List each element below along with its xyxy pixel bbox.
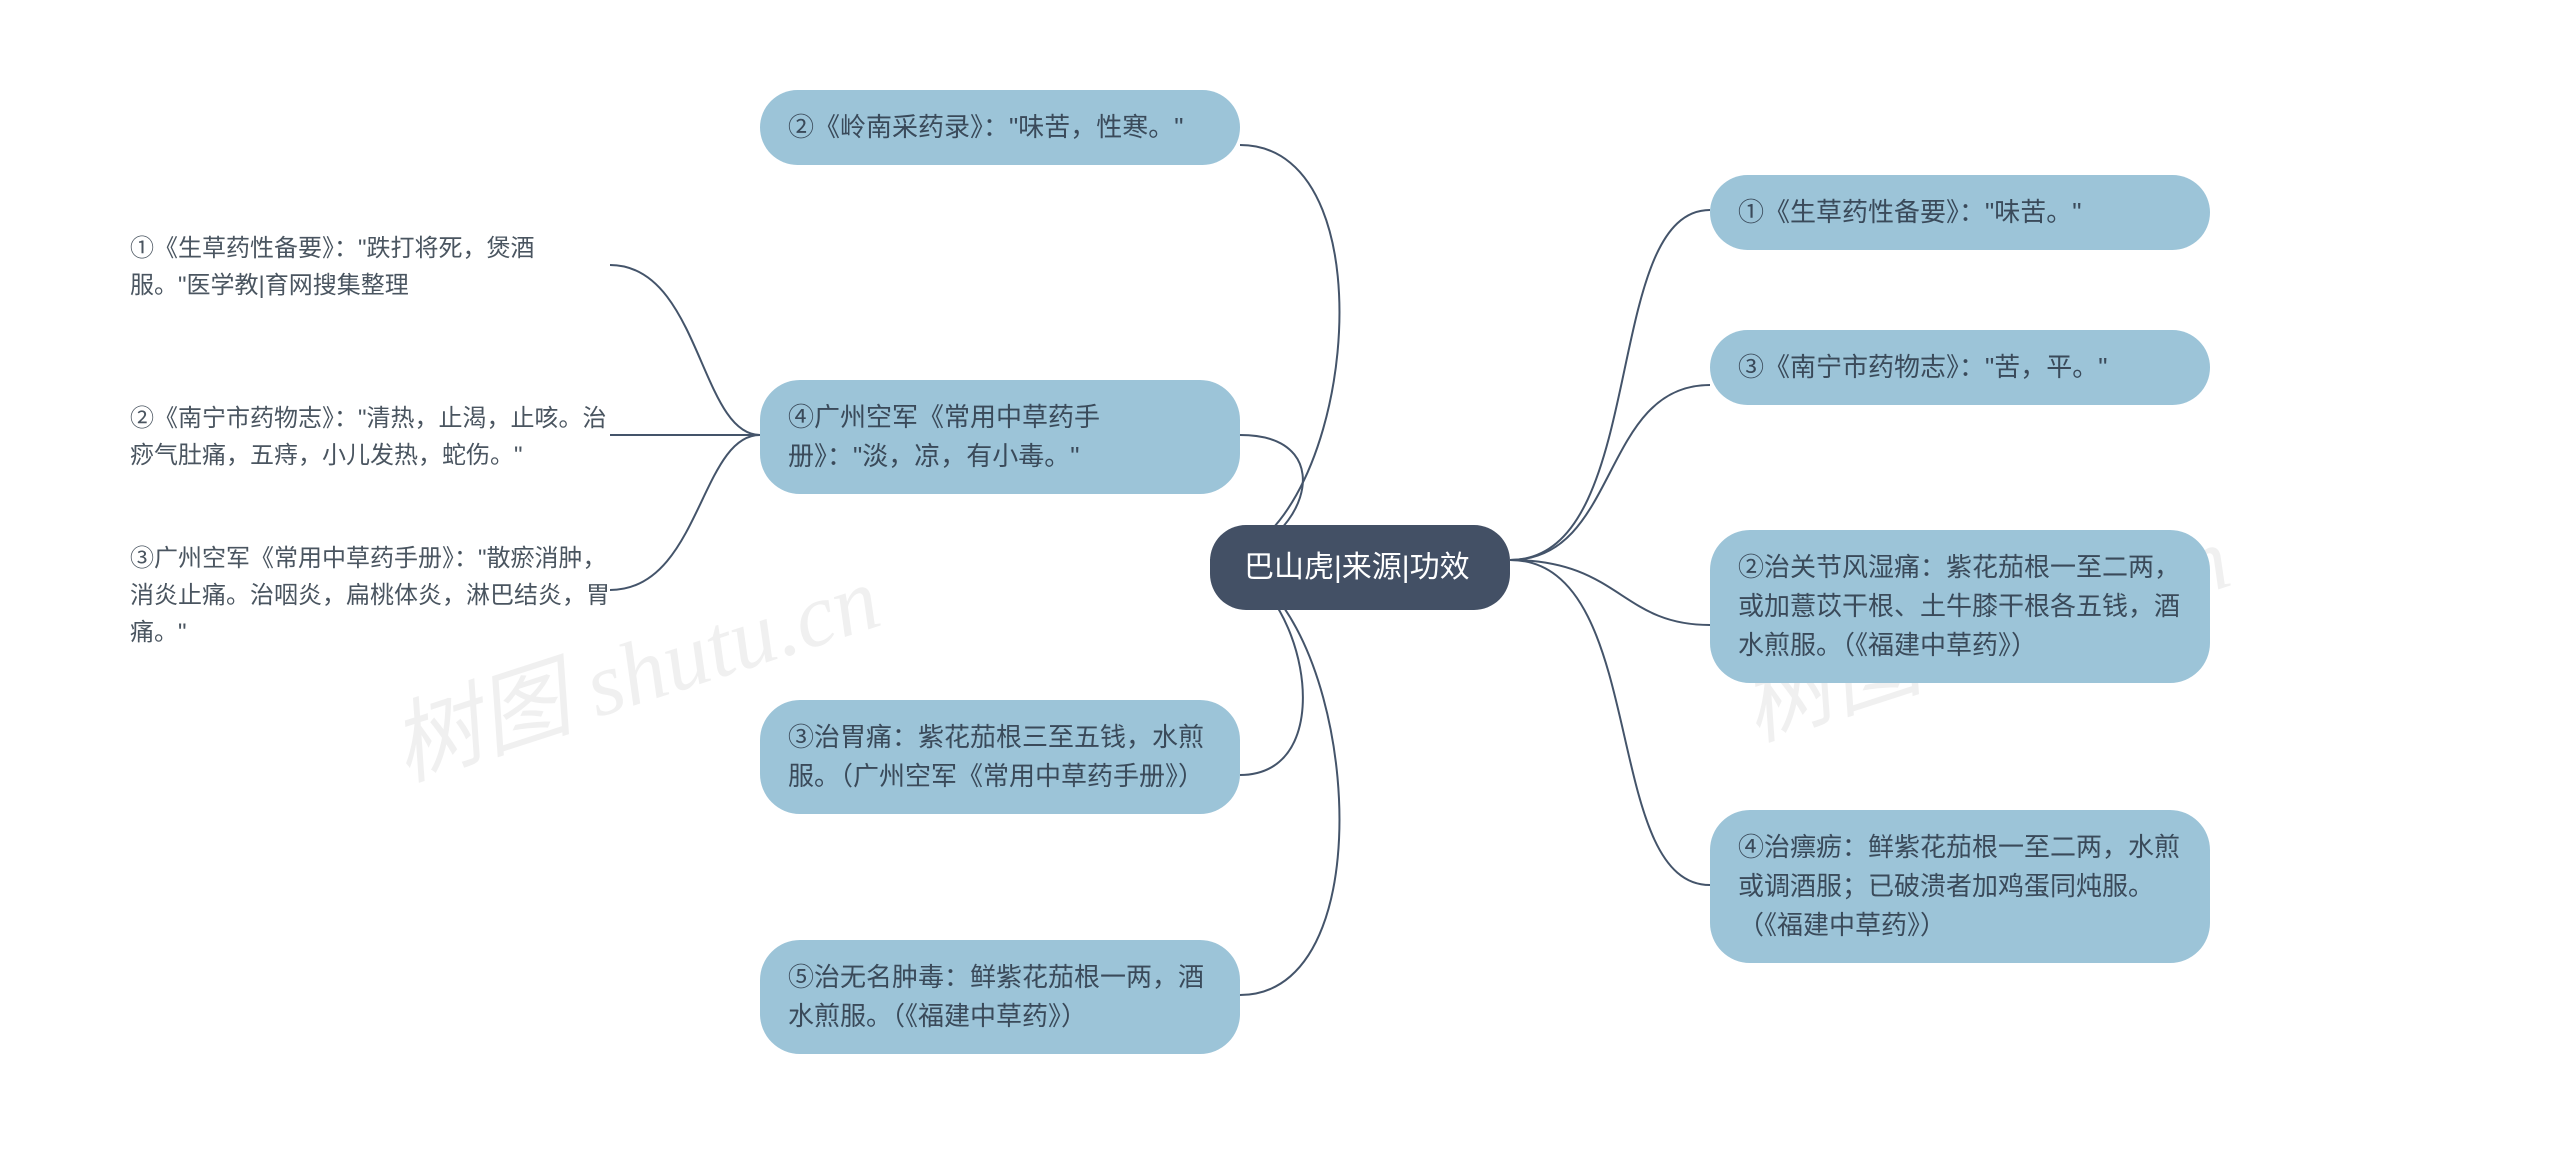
leaf-l4-1: ①《生草药性备要》："跌打将死，煲酒服。"医学教|育网搜集整理	[130, 230, 610, 304]
branch-right-1[interactable]: ①《生草药性备要》："味苦。"	[1710, 175, 2210, 250]
mindmap-canvas: 树图 shutu.cn 树图 shutu.cn 巴山虎|来源|功效 ②《岭南采药…	[0, 0, 2560, 1150]
branch-right-2treat[interactable]: ②治关节风湿痛：紫花茄根一至二两，或加薏苡干根、土牛膝干根各五钱，酒水煎服。（《…	[1710, 530, 2210, 683]
branch-left-3treat[interactable]: ③治胃痛：紫花茄根三至五钱，水煎服。（广州空军《常用中草药手册》）	[760, 700, 1240, 814]
leaf-l4-3: ③广州空军《常用中草药手册》："散瘀消肿，消炎止痛。治咽炎，扁桃体炎，淋巴结炎，…	[130, 540, 610, 652]
leaf-l4-2: ②《南宁市药物志》："清热，止渴，止咳。治痧气肚痛，五痔，小儿发热，蛇伤。"	[130, 400, 610, 474]
branch-right-3[interactable]: ③《南宁市药物志》："苦，平。"	[1710, 330, 2210, 405]
center-node[interactable]: 巴山虎|来源|功效	[1210, 525, 1510, 610]
branch-left-5treat[interactable]: ⑤治无名肿毒：鲜紫花茄根一两，酒水煎服。（《福建中草药》）	[760, 940, 1240, 1054]
branch-left-2[interactable]: ②《岭南采药录》："味苦，性寒。"	[760, 90, 1240, 165]
branch-left-4[interactable]: ④广州空军《常用中草药手册》："淡，凉，有小毒。"	[760, 380, 1240, 494]
branch-right-4treat[interactable]: ④治瘭疬：鲜紫花茄根一至二两，水煎或调酒服；已破溃者加鸡蛋同炖服。（《福建中草药…	[1710, 810, 2210, 963]
